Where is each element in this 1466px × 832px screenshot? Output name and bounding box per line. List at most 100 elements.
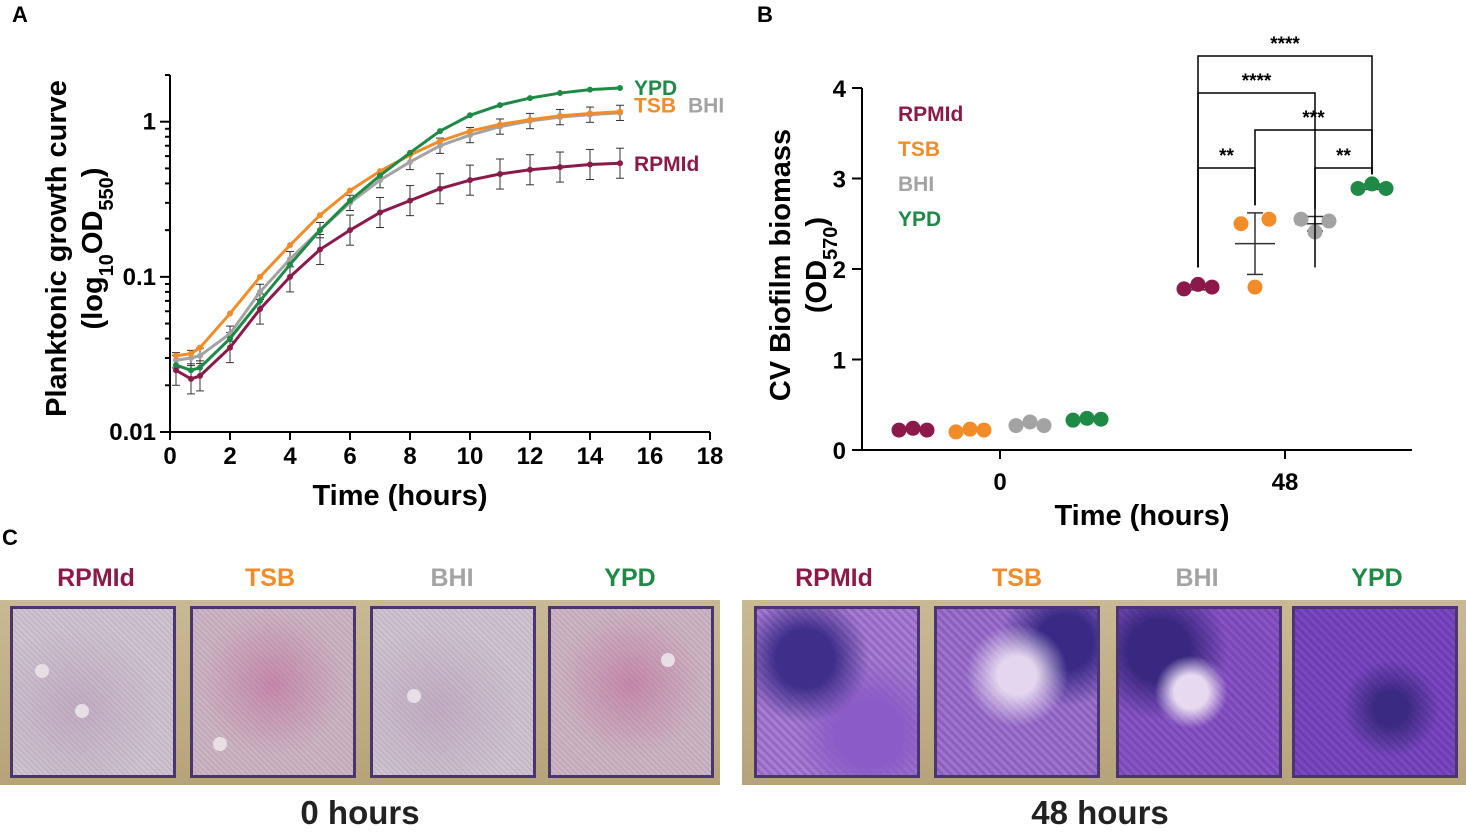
- data-point-ypd: [617, 84, 623, 91]
- y-label-sub1: 10: [96, 254, 118, 276]
- data-point-ypd: [557, 90, 563, 97]
- y-axis-label-line1: CV Biofilm biomass: [765, 129, 797, 401]
- data-point-rpmid: [197, 372, 203, 379]
- significance-label: ***: [1302, 108, 1325, 129]
- legend-entry-ypd: YPD: [898, 208, 941, 231]
- data-point-ypd: [527, 95, 533, 102]
- y-label-sub2: 550: [96, 177, 118, 210]
- data-point-tsb-0h: [948, 424, 964, 440]
- colony-spot: [213, 737, 227, 751]
- data-point-rpmid: [617, 160, 623, 167]
- data-point-tsb-0h: [962, 421, 978, 437]
- data-point-ypd-48h: [1350, 180, 1366, 196]
- series-label-rpmid: RPMId: [634, 153, 699, 176]
- y-axis-label-line2: (OD570): [801, 217, 842, 313]
- colony-spot: [661, 653, 675, 667]
- data-point-rpmid: [287, 273, 293, 280]
- y-tick-label: 0: [833, 438, 846, 465]
- well-photo-48h-bhi: [1116, 606, 1282, 778]
- y-tick-label: 4: [833, 76, 847, 103]
- data-point-rpmid: [437, 185, 443, 192]
- photo-label-48h-rpmid: RPMId: [795, 564, 873, 592]
- well-photo-48h-tsb: [934, 606, 1100, 778]
- series-label-tsb: TSB: [634, 95, 676, 118]
- caption-48-hours: 48 hours: [1031, 794, 1169, 831]
- well-photo-0h-tsb: [190, 606, 356, 778]
- x-tick-label: 48: [1272, 469, 1299, 496]
- y-axis-label-line1: Planktonic growth curve: [41, 80, 73, 417]
- y-tick-label: 0.1: [123, 264, 156, 291]
- data-point-rpmid: [347, 227, 353, 234]
- data-point-tsb: [173, 352, 179, 359]
- significance-bracket: [1197, 167, 1256, 268]
- data-point-ypd-0h: [1065, 412, 1081, 428]
- data-point-tsb: [287, 242, 293, 249]
- series-label-ypd: YPD: [634, 77, 677, 100]
- significance-bracket: [1314, 167, 1373, 268]
- data-point-ypd: [197, 364, 203, 371]
- data-point-ypd-0h: [1093, 411, 1109, 427]
- photo-label-0h-tsb: TSB: [245, 564, 295, 592]
- significance-label: ****: [1242, 71, 1272, 92]
- data-point-tsb-48h: [1261, 211, 1277, 227]
- data-point-tsb-48h: [1233, 216, 1249, 232]
- y-label-pre: (OD: [801, 260, 833, 313]
- well-photo-0h-bhi: [370, 606, 536, 778]
- data-point-ypd: [587, 86, 593, 93]
- data-point-ypd: [437, 128, 443, 135]
- data-point-tsb: [467, 128, 473, 135]
- x-tick-label: 6: [343, 443, 356, 470]
- legend-entry-bhi: BHI: [898, 173, 934, 196]
- photo-label-48h-bhi: BHI: [1175, 564, 1219, 592]
- x-tick-label: 0: [163, 443, 176, 470]
- data-point-ypd: [257, 297, 263, 304]
- data-point-ypd-48h: [1364, 176, 1380, 192]
- data-point-tsb: [347, 187, 353, 194]
- data-point-rpmid-0h: [905, 420, 921, 436]
- data-point-tsb: [437, 138, 443, 145]
- data-point-ypd: [287, 261, 293, 268]
- x-tick-label: 4: [283, 443, 297, 470]
- data-point-tsb: [557, 112, 563, 119]
- data-point-rpmid: [188, 375, 194, 382]
- well-photo-0h-ypd: [548, 606, 714, 778]
- significance-label: ****: [1270, 34, 1300, 55]
- data-point-ypd: [467, 112, 473, 119]
- x-tick-label: 10: [457, 443, 484, 470]
- data-point-tsb: [587, 110, 593, 117]
- data-point-rpmid: [173, 367, 179, 374]
- data-point-ypd: [497, 102, 503, 109]
- data-point-ypd-0h: [1079, 410, 1095, 426]
- data-point-bhi: [197, 352, 203, 359]
- colony-spot: [407, 689, 421, 703]
- photo-label-0h-bhi: BHI: [430, 564, 474, 592]
- y-label-sub: 570: [820, 227, 842, 260]
- x-axis-label: Time (hours): [312, 480, 487, 512]
- data-point-tsb: [197, 344, 203, 351]
- data-point-ypd: [317, 227, 323, 234]
- colony-spot: [75, 704, 89, 718]
- x-tick-label: 2: [223, 443, 236, 470]
- data-point-rpmid: [227, 344, 233, 351]
- data-point-bhi-48h: [1293, 211, 1309, 227]
- data-point-bhi: [407, 158, 413, 165]
- data-point-rpmid: [557, 164, 563, 171]
- well-photo-0h-rpmid: [10, 606, 176, 778]
- panel-letter-c: C: [2, 525, 18, 550]
- x-tick-label: 12: [517, 443, 544, 470]
- y-label-mid: OD: [77, 211, 109, 255]
- caption-0-hours: 0 hours: [300, 794, 420, 831]
- x-tick-label: 18: [697, 443, 724, 470]
- data-point-bhi: [257, 288, 263, 295]
- x-tick-label: 8: [403, 443, 416, 470]
- data-point-tsb: [527, 116, 533, 123]
- y-tick-label: 3: [833, 167, 846, 194]
- data-point-ypd-48h: [1378, 180, 1394, 196]
- photo-strip-0-hours: [0, 600, 720, 785]
- photo-label-0h-ypd: YPD: [604, 564, 656, 592]
- data-point-rpmid: [257, 306, 263, 313]
- data-point-tsb: [257, 273, 263, 280]
- x-tick-label: 16: [637, 443, 664, 470]
- data-point-rpmid: [377, 209, 383, 216]
- legend-entry-rpmid: RPMId: [898, 103, 963, 126]
